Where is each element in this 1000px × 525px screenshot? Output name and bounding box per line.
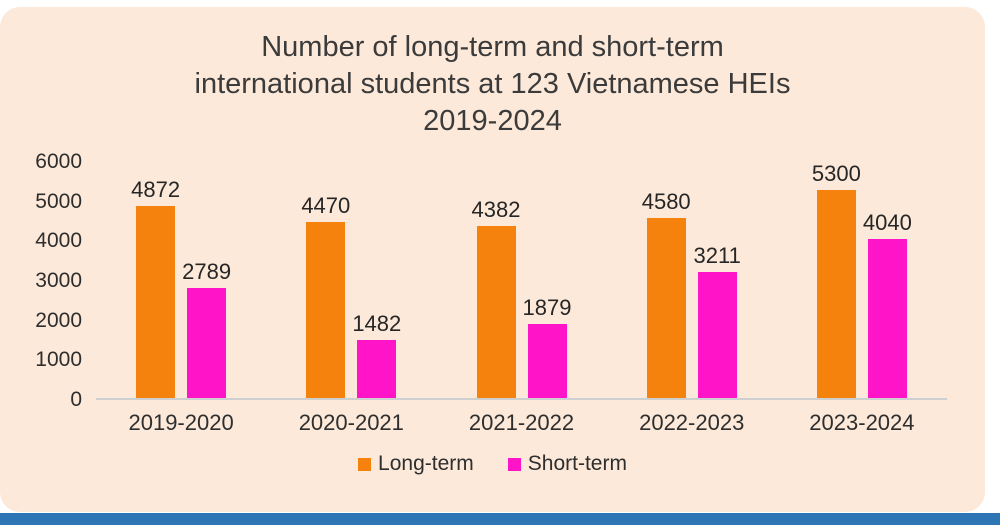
bar-long-term: 4382 [472,197,520,398]
bar-short-term: 4040 [863,210,912,398]
chart-title-line-3: 2019-2024 [423,105,562,137]
y-tick-label: 3000 [35,269,82,292]
bar-group: 5300 4040 [777,161,947,398]
legend-swatch [358,457,372,471]
bar-short-term: 2789 [182,259,231,398]
y-tick-label: 4000 [35,229,82,253]
chart-title-line-2: international students at 123 Vietnamese… [194,68,791,100]
chart-legend: Long-term Short-term [10,452,975,476]
x-tick-label: 2021-2022 [468,410,575,435]
bar-value-label: 4040 [862,210,912,236]
legend-item-long-term: Long-term [358,452,474,476]
bar-chart: 0 1000 2000 3000 4000 5000 6000 4872 2789 4470 14… [10,150,975,436]
bar-long-term: 4470 [301,193,350,398]
slide-panel: Number of long-term and short-term inter… [0,7,985,512]
bar-value-label: 4580 [641,188,691,214]
legend-swatch [507,457,521,471]
plot-area-wrap: 4872 2789 4470 1482 4382 1879 4580 3211 5300 4040… [96,161,947,436]
x-tick-label: 2022-2023 [639,410,745,435]
bar-value-label: 3211 [693,242,741,268]
bar-group: 4872 2789 [96,162,266,398]
bar-value-label: 1879 [522,295,572,321]
plot-area: 4872 2789 4470 1482 4382 1879 4580 3211 5300 4040 [96,161,947,400]
bar-value-label: 4872 [131,177,181,203]
x-axis-labels: 2019-2020 2020-2021 2021-2022 2022-2023 2023… [96,410,947,436]
bar-value-label: 4382 [471,196,521,222]
y-tick-label: 2000 [35,308,82,332]
bar-value-label: 5300 [811,160,861,186]
bar-long-term: 4580 [642,189,691,398]
bar-group: 4470 1482 [266,162,436,398]
bar-long-term: 5300 [812,161,861,398]
legend-item-short-term: Short-term [507,452,627,476]
bar-value-label: 1482 [352,310,402,336]
y-axis: 0 1000 2000 3000 4000 5000 6000 [14,150,96,411]
y-tick-label: 0 [70,388,82,411]
bar-short-term: 3211 [694,243,741,398]
x-tick-label: 2023-2024 [809,410,915,435]
bar-value-label: 4470 [301,193,351,219]
bar-value-label: 2789 [182,259,232,285]
y-tick-label: 6000 [35,150,82,173]
chart-title-line-1: Number of long-term and short-term [261,31,724,63]
bar-long-term: 4872 [131,177,180,398]
bar-short-term: 1879 [523,295,571,398]
y-tick-label: 1000 [35,348,82,372]
x-tick-label: 2019-2020 [128,410,234,435]
chart-title: Number of long-term and short-term inter… [10,29,975,140]
bar-short-term: 1482 [352,311,401,398]
x-tick-label: 2020-2021 [298,410,404,435]
bar-group: 4580 3211 [607,162,777,398]
legend-label: Long-term [378,452,474,475]
bar-group: 4382 1879 [436,162,606,398]
footer-accent-bar [0,513,1000,525]
legend-label: Short-term [527,452,627,475]
y-tick-label: 5000 [35,189,82,213]
